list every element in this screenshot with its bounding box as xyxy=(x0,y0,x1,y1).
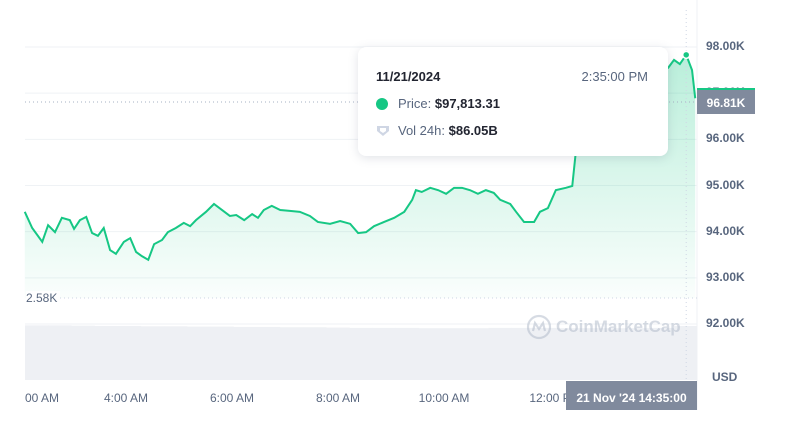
price-value: $97,813.31 xyxy=(434,96,500,111)
volume-bar xyxy=(650,327,675,380)
y-tick-label: 93.00K xyxy=(706,269,745,284)
volume-bar xyxy=(210,326,234,380)
volume-bar xyxy=(279,327,304,380)
x-tick-label: 4:00 AM xyxy=(103,391,149,405)
x-tick-label: 10:00 AM xyxy=(418,391,470,405)
volume-bar xyxy=(326,327,350,380)
volume-bar xyxy=(94,325,118,380)
chart-tooltip: 11/21/2024 2:35:00 PM Price: $97,813.31 … xyxy=(358,47,668,156)
volume-bar xyxy=(581,328,605,380)
volume-bar xyxy=(673,325,698,380)
tooltip-time: 2:35:00 PM xyxy=(581,69,649,84)
volume-bar xyxy=(187,326,211,380)
volume-bar xyxy=(71,325,95,380)
price-line xyxy=(23,52,697,262)
volume-bar xyxy=(627,328,651,380)
y-tick-label: 94.00K xyxy=(706,223,745,238)
current-price-badge: 96.81K xyxy=(697,88,755,114)
volume-bar xyxy=(48,325,72,380)
volume-bar xyxy=(604,328,628,380)
x-tick-label: 6:00 AM xyxy=(209,391,255,405)
hover-point xyxy=(681,50,691,60)
x-tick-label: 12:00 P xyxy=(529,391,571,405)
volume-label: Vol 24h: xyxy=(398,123,445,138)
volume-bar xyxy=(256,326,281,380)
price-label: Price: xyxy=(398,96,432,111)
volume-bar xyxy=(557,328,582,380)
volume-bar xyxy=(303,327,327,380)
volume-bar xyxy=(488,327,512,380)
volume-bar xyxy=(511,327,536,380)
y-tick-label: 95.00K xyxy=(706,177,745,192)
price-dot-icon xyxy=(376,97,388,110)
volume-bar xyxy=(418,328,443,380)
volume-bar xyxy=(372,327,397,380)
coinmarketcap-logo-icon xyxy=(526,314,552,340)
volume-bar xyxy=(140,326,165,380)
tooltip-date: 11/21/2024 xyxy=(376,69,441,84)
volume-bar xyxy=(25,325,49,380)
volume-value: $86.05B xyxy=(448,123,498,138)
hover-time-badge: 21 Nov '24 14:35:00 xyxy=(566,381,697,410)
coinmarketcap-watermark: CoinMarketCap xyxy=(526,314,681,340)
volume-max-label: 2.58K xyxy=(26,291,61,305)
price-area xyxy=(24,54,696,298)
volume-bar xyxy=(349,327,373,380)
volume-shield-icon xyxy=(377,125,389,136)
volume-bar xyxy=(164,326,188,380)
x-tick-label: 00 AM xyxy=(24,391,60,405)
y-tick-label: 92.00K xyxy=(706,316,745,331)
volume-bar xyxy=(117,325,142,380)
volume-bar xyxy=(395,327,420,380)
volume-bar xyxy=(233,326,258,380)
volume-bar xyxy=(465,328,489,380)
y-tick-label: 98.00K xyxy=(706,39,745,53)
y-tick-label: 96.00K xyxy=(706,131,745,146)
x-tick-label: 8:00 AM xyxy=(315,391,361,405)
y-axis-unit: USD xyxy=(712,370,738,384)
volume-bar xyxy=(442,328,466,380)
volume-bar xyxy=(534,327,559,380)
